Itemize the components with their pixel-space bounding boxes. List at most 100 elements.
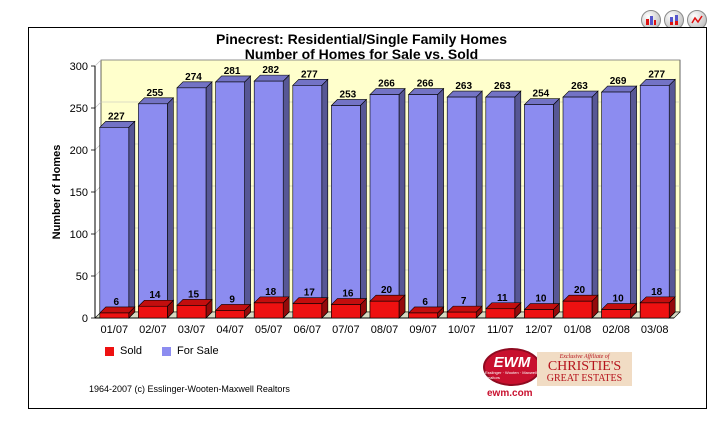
bar-for-sale [176, 87, 207, 319]
bar-sold [601, 309, 631, 319]
bar-for-sale [253, 80, 284, 319]
ewm-url: ewm.com [487, 388, 533, 399]
x-tick-label: 04/07 [216, 324, 244, 336]
data-label-sold: 16 [342, 289, 354, 300]
bar-sold [176, 305, 207, 319]
bar-for-sale [639, 85, 670, 319]
x-tick-label: 09/07 [409, 324, 437, 336]
data-label-for-sale: 227 [108, 111, 125, 122]
data-label-sold: 10 [613, 294, 625, 305]
x-tick-label: 11/07 [487, 324, 514, 336]
bar-for-sale [331, 105, 361, 319]
legend-swatch-sold [105, 346, 114, 356]
x-tick-label: 02/08 [602, 324, 630, 336]
bar-sold [331, 304, 361, 319]
bar-for-sale [292, 85, 323, 319]
chart-type-toolbar [641, 10, 707, 30]
affiliate-line: Exclusive Affiliate of [559, 354, 610, 360]
y-tick-label: 0 [82, 313, 88, 325]
data-label-for-sale: 282 [262, 65, 279, 76]
bar-for-sale-side [205, 81, 213, 319]
bar-for-sale-side [282, 74, 290, 319]
grid-line [94, 59, 102, 67]
data-label-for-sale: 253 [340, 89, 357, 100]
data-label-sold: 9 [229, 294, 235, 305]
data-label-sold: 18 [651, 287, 663, 298]
bar-for-sale-side [398, 87, 406, 319]
data-label-for-sale: 277 [301, 69, 318, 80]
christies-name: CHRISTIE'S [547, 359, 622, 374]
y-axis-title: Number of Homes [51, 145, 63, 240]
ewm-logo-subtext: Esslinger · Wooten · Maxwell Realtors [485, 369, 537, 380]
x-tick-label: 03/07 [178, 324, 206, 336]
ewm-logo: EWM Esslinger · Wooten · Maxwell Realtor… [483, 348, 541, 386]
bar-for-sale-side [475, 90, 483, 319]
data-label-for-sale: 263 [494, 81, 511, 92]
x-tick-label: 02/07 [139, 324, 167, 336]
y-tick-label: 200 [70, 145, 88, 157]
data-label-for-sale: 274 [185, 72, 202, 83]
bar-sold [138, 305, 168, 319]
legend-label-sold: Sold [120, 345, 143, 357]
bar-sold [408, 312, 438, 319]
data-label-sold: 20 [381, 285, 393, 296]
legend-swatch-for-sale [162, 346, 171, 356]
x-tick-label: 03/08 [641, 324, 669, 336]
bar-sold [446, 311, 477, 319]
data-label-sold: 18 [265, 287, 277, 298]
data-label-sold: 6 [114, 297, 120, 308]
bar-sold [99, 312, 130, 319]
bar-chart-icon [646, 16, 656, 25]
bar-for-sale [369, 94, 400, 319]
data-label-for-sale: 269 [610, 76, 627, 87]
line-chart-icon [691, 15, 703, 24]
x-tick-label: 01/07 [101, 324, 129, 336]
bar-for-sale [485, 96, 516, 319]
data-label-for-sale: 266 [378, 79, 395, 90]
bar-for-sale [601, 91, 631, 319]
bar-for-sale [99, 127, 130, 319]
bar-sold [215, 310, 245, 319]
bar-sold [292, 303, 323, 319]
data-label-sold: 6 [422, 297, 428, 308]
bar-for-sale-side [167, 97, 174, 319]
x-tick-label: 07/07 [332, 324, 360, 336]
x-tick-label: 01/08 [564, 324, 592, 336]
bar-for-sale [215, 81, 245, 319]
data-label-for-sale: 254 [533, 89, 550, 100]
bar-for-sale [138, 103, 168, 319]
data-label-sold: 20 [574, 285, 586, 296]
x-tick-label: 05/07 [255, 324, 283, 336]
data-label-for-sale: 277 [648, 69, 665, 80]
y-tick-label: 150 [70, 187, 88, 199]
data-label-for-sale: 263 [571, 81, 588, 92]
bar-for-sale [408, 94, 438, 319]
legend-label-for-sale: For Sale [177, 345, 219, 357]
data-label-for-sale: 255 [147, 88, 164, 99]
bar-for-sale-side [591, 90, 599, 319]
y-tick-label: 300 [70, 61, 88, 73]
x-tick-label: 10/07 [448, 324, 476, 336]
data-label-sold: 17 [304, 288, 316, 299]
bar-for-sale [446, 96, 477, 319]
ewm-logo-letters: EWM [493, 353, 531, 371]
data-label-sold: 15 [188, 289, 200, 300]
bar-for-sale-side [360, 98, 367, 319]
bar-sold [524, 309, 554, 319]
chart-subtitle: Number of Homes for Sale vs. Sold [244, 46, 479, 62]
y-tick-label: 250 [70, 103, 88, 115]
bar-for-sale-side [244, 75, 251, 319]
bar-sold [253, 302, 284, 319]
great-estates: GREAT ESTATES [546, 373, 623, 384]
bar-for-sale-side [630, 85, 637, 319]
bar-sold [639, 302, 670, 319]
stacked-bar-icon [670, 15, 678, 25]
data-label-sold: 10 [535, 294, 547, 305]
bar-for-sale-side [553, 97, 560, 319]
bar-for-sale-side [514, 90, 522, 319]
data-label-for-sale: 263 [455, 81, 472, 92]
x-tick-label: 06/07 [294, 324, 322, 336]
christies-logo: Exclusive Affiliate of CHRISTIE'S GREAT … [537, 352, 632, 386]
bar-for-sale-side [128, 120, 136, 319]
